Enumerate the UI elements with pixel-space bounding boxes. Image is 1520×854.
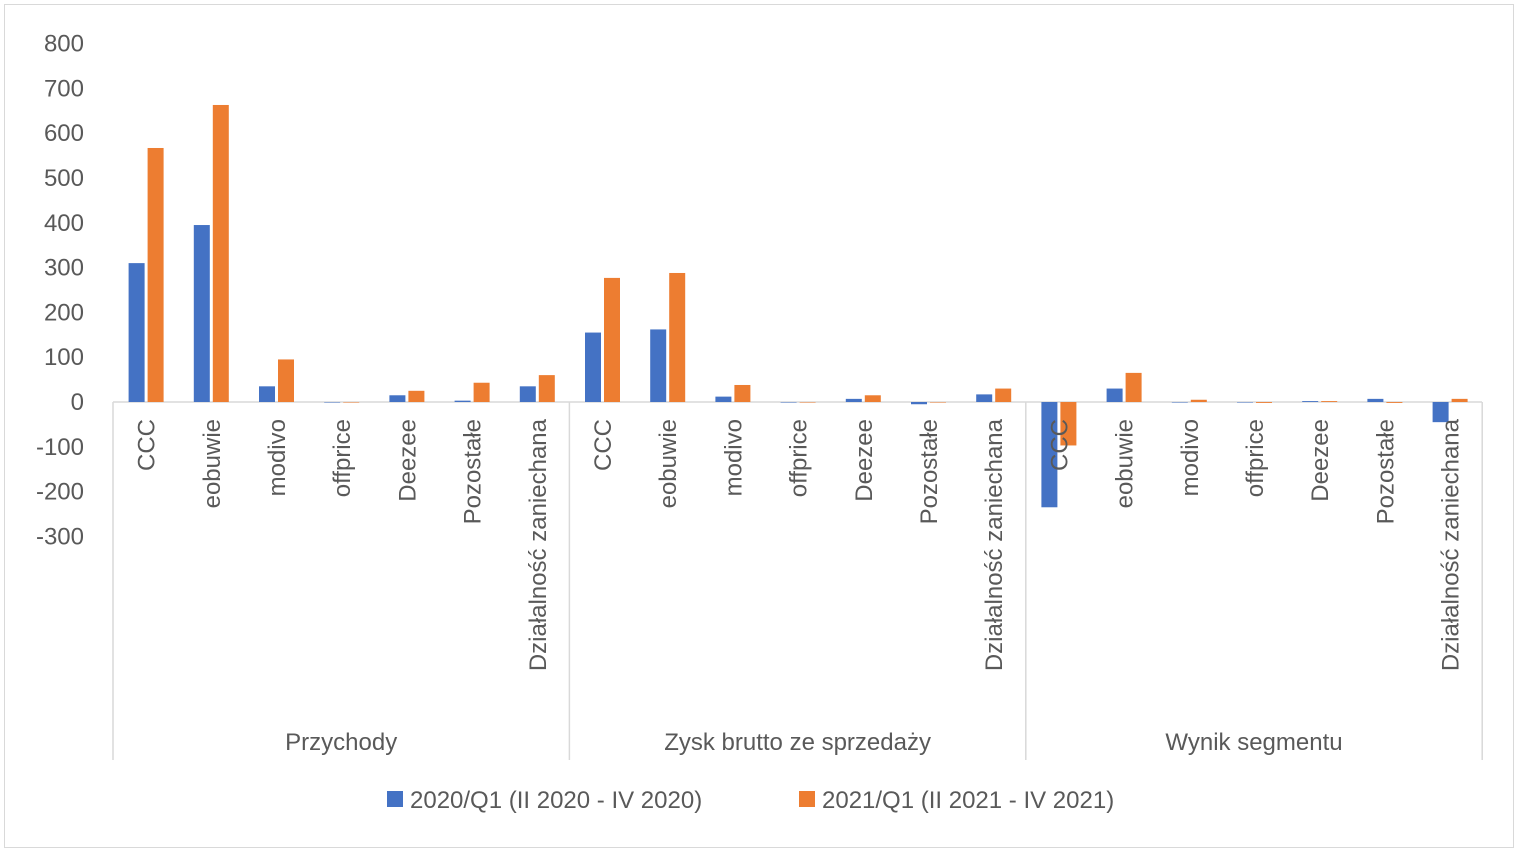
bar-2020 [650, 329, 667, 402]
x-category-label: eobuwie [1112, 419, 1139, 508]
bar-2021 [1256, 402, 1272, 403]
x-category-label: CCC [134, 419, 161, 471]
x-category-label: CCC [590, 419, 617, 471]
x-category-label: eobuwie [199, 419, 226, 508]
bar-2021 [343, 402, 360, 403]
bar-2021 [278, 359, 294, 402]
bar-2020 [1302, 401, 1319, 402]
legend-label: 2020/Q1 (II 2020 - IV 2020) [410, 787, 702, 814]
x-group-label: Przychody [285, 729, 397, 756]
bar-2020 [193, 225, 210, 402]
x-category-label: modivo [1177, 419, 1204, 496]
x-category-label: offprice [786, 419, 813, 497]
x-category-label: Deezee [851, 419, 878, 502]
bar-2021 [473, 382, 490, 402]
bar-2020 [911, 402, 927, 405]
x-category-label: Działalność zaniechana [525, 418, 552, 671]
y-tick-label: 700 [44, 75, 84, 102]
bar-2020 [845, 398, 862, 402]
bar-2020 [454, 400, 471, 402]
x-group-label: Zysk brutto ze sprzedaży [664, 729, 931, 756]
bar-2021 [147, 147, 164, 402]
y-tick-label: 500 [44, 165, 84, 192]
x-category-label: Pozostałe [460, 419, 487, 524]
x-category-label: modivo [720, 419, 747, 496]
x-group-label: Wynik segmentu [1165, 729, 1342, 756]
bar-2021 [212, 104, 229, 402]
bar-2021 [930, 402, 946, 403]
bar-2020 [1237, 402, 1253, 403]
bar-2020 [780, 402, 797, 403]
x-category-label: modivo [264, 419, 291, 496]
bar-2021 [995, 388, 1012, 402]
y-tick-label: 600 [44, 120, 84, 147]
y-tick-label: 200 [44, 299, 84, 326]
x-category-label: Deezee [394, 419, 421, 502]
bar-2020 [259, 386, 275, 402]
y-tick-label: 400 [44, 210, 84, 237]
bar-2020 [324, 402, 341, 403]
y-tick-label: 300 [44, 255, 84, 282]
chart-frame [4, 4, 1514, 848]
legend-swatch-2020 [387, 791, 403, 807]
bar-2021 [604, 277, 620, 402]
bar-2020 [1106, 388, 1123, 402]
bar-2020 [1171, 402, 1188, 403]
x-category-label: Deezee [1307, 419, 1334, 502]
bar-2020 [389, 395, 406, 402]
bar-2021 [1125, 372, 1142, 402]
x-category-label: CCC [1046, 419, 1073, 471]
x-category-label: eobuwie [655, 419, 682, 508]
bar-2020 [1041, 402, 1058, 508]
bar-2021 [1451, 398, 1468, 402]
bar-2021 [1321, 401, 1338, 402]
x-category-label: offprice [1242, 419, 1269, 497]
bar-2020 [519, 386, 536, 402]
bar-2021 [734, 384, 751, 402]
bar-2020 [128, 263, 145, 402]
legend-swatch-2021 [799, 791, 815, 807]
bar-2020 [585, 332, 601, 402]
y-tick-label: 0 [71, 389, 84, 416]
y-tick-label: -300 [36, 523, 84, 550]
y-tick-label: -100 [36, 434, 84, 461]
bar-2021 [799, 402, 816, 403]
x-category-label: Pozostałe [916, 419, 943, 524]
x-category-label: Pozostałe [1372, 419, 1399, 524]
y-tick-label: -200 [36, 479, 84, 506]
bar-2021 [864, 395, 881, 402]
bar-2021 [538, 375, 555, 402]
x-category-label: Działalność zaniechana [981, 418, 1008, 671]
bar-2021 [1190, 399, 1207, 402]
x-category-label: offprice [329, 419, 356, 497]
y-tick-label: 800 [44, 31, 84, 58]
bar-2020 [976, 394, 993, 402]
bar-2021 [669, 272, 686, 402]
bar-2020 [1367, 398, 1384, 402]
bar-2021 [1386, 402, 1403, 403]
bar-2020 [1432, 402, 1449, 423]
bar-2021 [408, 390, 425, 402]
bar-2020 [715, 396, 732, 402]
x-category-label: Działalność zaniechana [1438, 418, 1465, 671]
bar-2021 [1060, 402, 1077, 446]
legend-label: 2021/Q1 (II 2021 - IV 2021) [822, 787, 1114, 814]
y-tick-label: 100 [44, 344, 84, 371]
